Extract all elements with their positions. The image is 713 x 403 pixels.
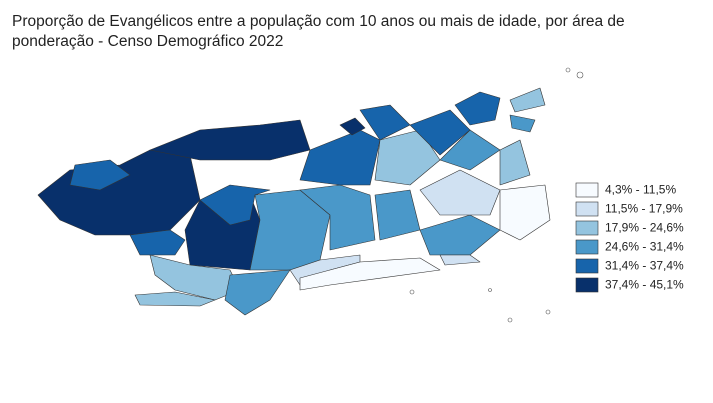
area: [509, 114, 536, 133]
area: [419, 214, 501, 256]
islet: [565, 67, 571, 73]
area: [149, 119, 311, 161]
area: [69, 159, 131, 191]
area: [37, 149, 201, 236]
map-regions: [37, 87, 551, 316]
area: [134, 291, 216, 307]
area: [419, 169, 501, 216]
legend-label: 37,4% - 45,1%: [605, 278, 684, 292]
area: [339, 117, 366, 136]
area: [499, 139, 531, 186]
area: [499, 184, 551, 241]
area: [224, 269, 291, 316]
legend-swatch: [575, 220, 599, 236]
islet: [488, 288, 492, 292]
legend-label: 31,4% - 37,4%: [605, 259, 684, 273]
area: [129, 229, 186, 256]
area: [299, 257, 441, 291]
legend-swatch: [575, 258, 599, 274]
legend-swatch: [575, 277, 599, 293]
legend-label: 4,3% - 11,5%: [605, 183, 676, 197]
legend-label: 11,5% - 17,9%: [605, 202, 683, 216]
map-title: Proporção de Evangélicos entre a populaç…: [12, 13, 625, 50]
legend-swatch: [575, 201, 599, 217]
legend-label: 24,6% - 31,4%: [605, 240, 684, 254]
islets: [409, 67, 584, 323]
area: [299, 129, 381, 186]
area: [374, 129, 441, 186]
legend-swatch: [575, 239, 599, 255]
islet: [576, 71, 584, 79]
islet: [545, 309, 551, 315]
legend-swatch: [575, 182, 599, 198]
area: [454, 91, 501, 126]
area: [509, 87, 546, 113]
islet: [507, 317, 513, 323]
area: [439, 254, 481, 266]
area: [409, 109, 471, 156]
legend-label: 17,9% - 24,6%: [605, 221, 684, 235]
area: [374, 189, 421, 241]
islet: [409, 289, 415, 295]
legend: 4,3% - 11,5% 11,5% - 17,9% 17,9% - 24,6% 24…: [575, 182, 684, 293]
